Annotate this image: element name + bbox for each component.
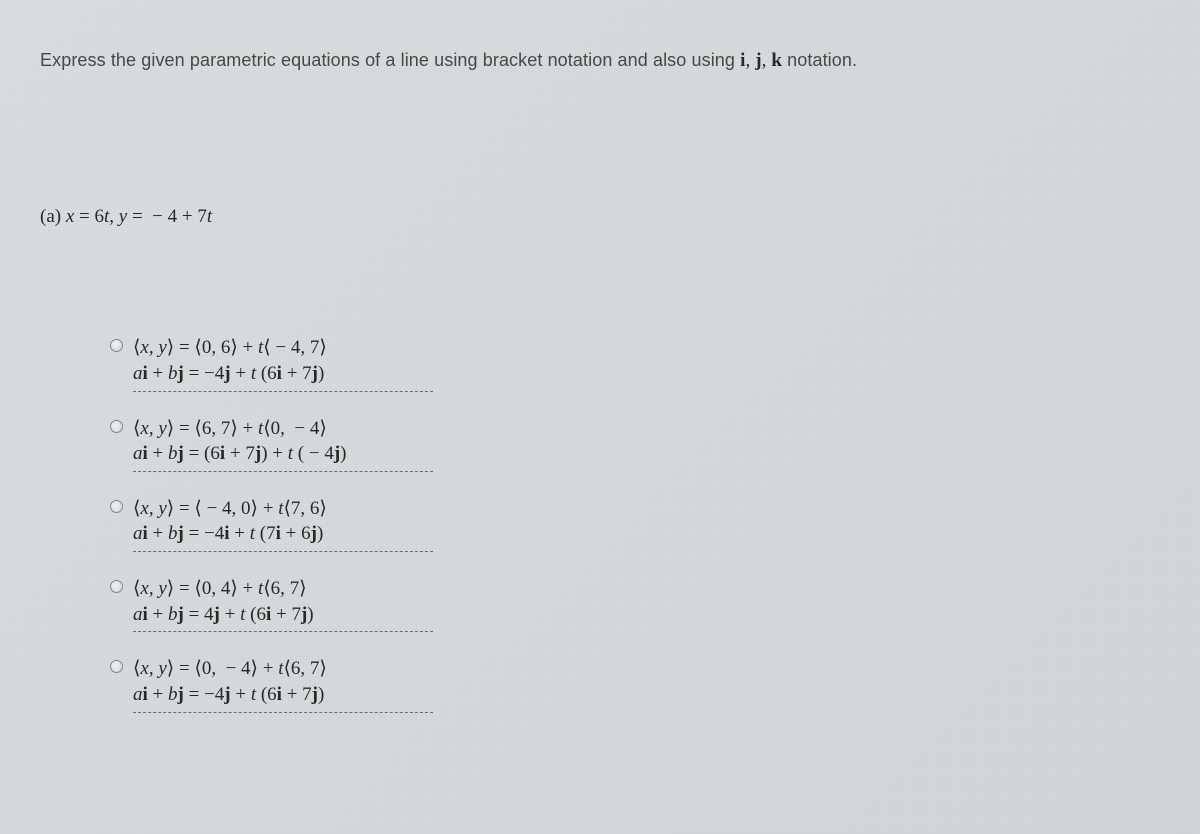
answer-options: ⟨x, y⟩ = ⟨0, 6⟩ + t⟨ − 4, 7⟩ ai + bj = −…: [40, 335, 1160, 718]
option-2-line2: ai + bj = (6i + 7j) + t ( − 4j): [133, 441, 433, 467]
part-a-label: (a) x = 6t, y = − 4 + 7t: [40, 204, 1160, 230]
option-5[interactable]: ⟨x, y⟩ = ⟨0, − 4⟩ + t⟨6, 7⟩ ai + bj = −4…: [110, 656, 433, 718]
option-1[interactable]: ⟨x, y⟩ = ⟨0, 6⟩ + t⟨ − 4, 7⟩ ai + bj = −…: [110, 335, 433, 397]
option-1-content: ⟨x, y⟩ = ⟨0, 6⟩ + t⟨ − 4, 7⟩ ai + bj = −…: [133, 335, 433, 391]
option-5-line1: ⟨x, y⟩ = ⟨0, − 4⟩ + t⟨6, 7⟩: [133, 656, 433, 682]
option-1-line2: ai + bj = −4j + t (6i + 7j): [133, 361, 433, 387]
option-3-line2: ai + bj = −4i + t (7i + 6j): [133, 521, 433, 547]
option-2-line1: ⟨x, y⟩ = ⟨6, 7⟩ + t⟨0, − 4⟩: [133, 416, 433, 442]
option-3-line1: ⟨x, y⟩ = ⟨ − 4, 0⟩ + t⟨7, 6⟩: [133, 496, 433, 522]
prompt-text: Express the given parametric equations o…: [40, 50, 857, 70]
option-4-line1: ⟨x, y⟩ = ⟨0, 4⟩ + t⟨6, 7⟩: [133, 576, 433, 602]
option-4-line2: ai + bj = 4j + t (6i + 7j): [133, 602, 433, 628]
part-a-equation: (a) x = 6t, y = − 4 + 7t: [40, 206, 212, 227]
option-5-content: ⟨x, y⟩ = ⟨0, − 4⟩ + t⟨6, 7⟩ ai + bj = −4…: [133, 656, 433, 712]
radio-icon[interactable]: [110, 339, 123, 352]
radio-icon[interactable]: [110, 500, 123, 513]
radio-icon[interactable]: [110, 580, 123, 593]
radio-icon[interactable]: [110, 660, 123, 673]
option-3[interactable]: ⟨x, y⟩ = ⟨ − 4, 0⟩ + t⟨7, 6⟩ ai + bj = −…: [110, 496, 433, 558]
option-1-line1: ⟨x, y⟩ = ⟨0, 6⟩ + t⟨ − 4, 7⟩: [133, 335, 433, 361]
question-prompt: Express the given parametric equations o…: [40, 48, 1160, 74]
option-4-content: ⟨x, y⟩ = ⟨0, 4⟩ + t⟨6, 7⟩ ai + bj = 4j +…: [133, 576, 433, 632]
question-page: Express the given parametric equations o…: [0, 0, 1200, 834]
option-3-content: ⟨x, y⟩ = ⟨ − 4, 0⟩ + t⟨7, 6⟩ ai + bj = −…: [133, 496, 433, 552]
radio-icon[interactable]: [110, 420, 123, 433]
option-2-content: ⟨x, y⟩ = ⟨6, 7⟩ + t⟨0, − 4⟩ ai + bj = (6…: [133, 416, 433, 472]
option-2[interactable]: ⟨x, y⟩ = ⟨6, 7⟩ + t⟨0, − 4⟩ ai + bj = (6…: [110, 416, 433, 478]
option-5-line2: ai + bj = −4j + t (6i + 7j): [133, 682, 433, 708]
option-4[interactable]: ⟨x, y⟩ = ⟨0, 4⟩ + t⟨6, 7⟩ ai + bj = 4j +…: [110, 576, 433, 638]
